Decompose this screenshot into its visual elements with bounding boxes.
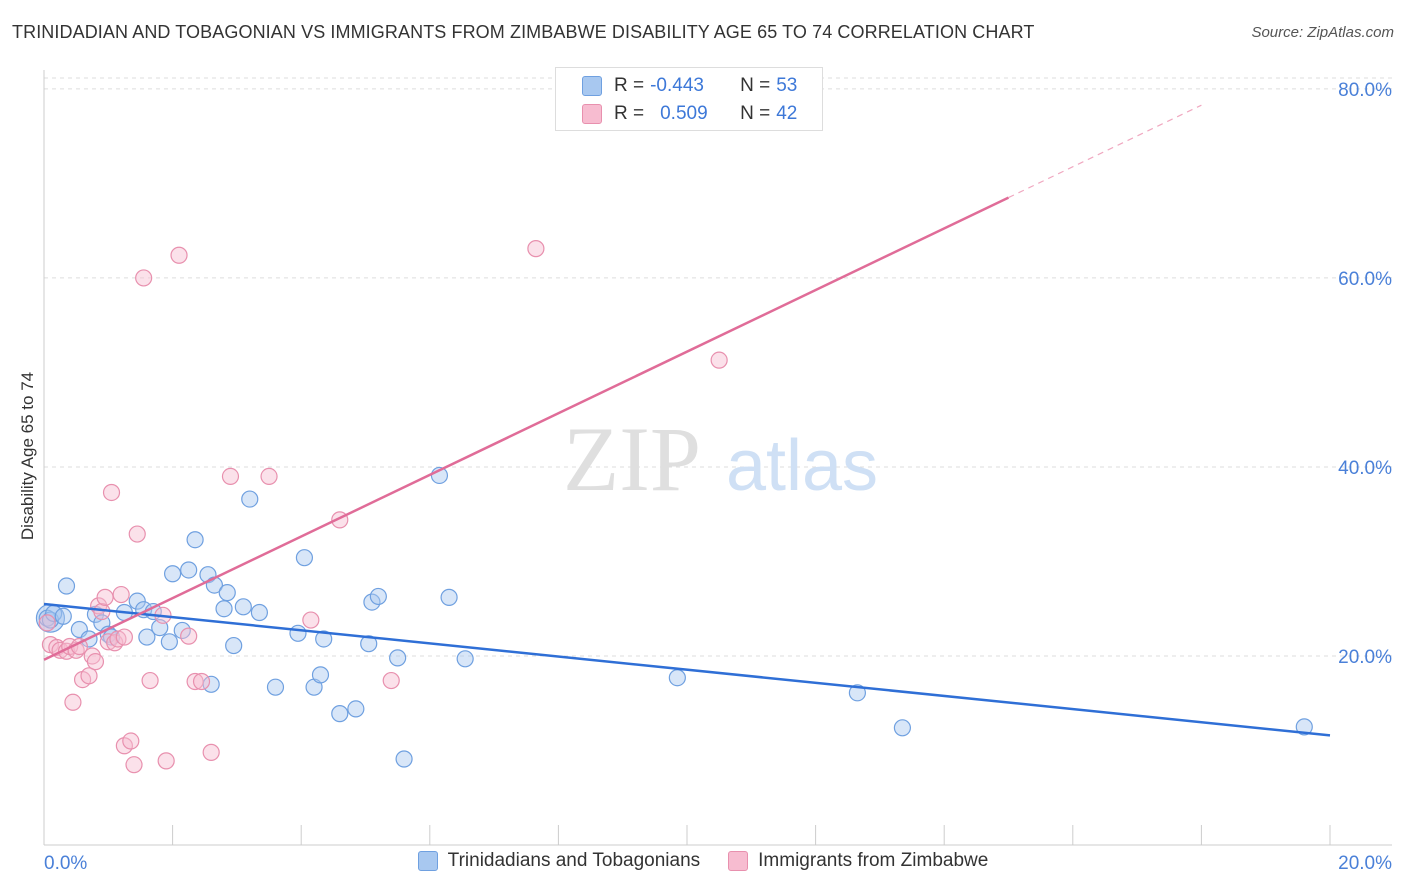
data-point: [202, 743, 220, 761]
data-point: [389, 649, 407, 667]
data-points: [35, 240, 1313, 774]
data-point: [128, 592, 146, 610]
data-point: [369, 587, 387, 606]
data-point: [221, 467, 240, 486]
data-point: [710, 351, 728, 369]
data-point: [186, 672, 204, 691]
data-point: [138, 628, 156, 646]
r-value: 0.509: [660, 103, 708, 124]
data-point: [186, 531, 204, 549]
legend-swatch-trinidadian: [417, 851, 438, 871]
data-point: [250, 603, 269, 622]
data-point: [360, 635, 378, 653]
stats-legend: R = -0.443 N = 53 R = 0.509 N = 42: [555, 67, 823, 131]
trendline-zimbabwe: [43, 196, 1010, 661]
legend-swatch-zimbabwe: [728, 851, 749, 871]
data-point: [122, 732, 140, 750]
legend-item-zimbabwe[interactable]: Immigrants from Zimbabwe: [728, 850, 988, 872]
n-label: N =: [740, 75, 771, 96]
data-point: [241, 490, 259, 508]
data-point: [331, 705, 349, 723]
data-point: [128, 525, 146, 543]
data-point: [170, 246, 188, 264]
data-point: [848, 684, 866, 702]
legend-item-trinidadian[interactable]: Trinidadians and Tobagonians: [417, 850, 701, 872]
data-point: [180, 561, 198, 579]
data-point: [260, 467, 278, 486]
data-point: [395, 750, 413, 768]
data-point: [311, 666, 330, 684]
data-point: [225, 636, 243, 655]
data-point: [86, 653, 105, 671]
legend-label-trinidadian: Trinidadians and Tobagonians: [447, 850, 701, 871]
r-value: -0.443: [650, 75, 704, 96]
watermark-atlas: atlas: [726, 426, 878, 506]
trend-lines: [43, 104, 1331, 737]
data-point: [115, 628, 133, 646]
data-point: [1295, 718, 1313, 736]
legend-label-zimbabwe: Immigrants from Zimbabwe: [758, 850, 989, 871]
data-point: [102, 483, 121, 502]
y-tick-label: 20.0%: [1338, 647, 1392, 668]
stats-swatch-zimbabwe: [582, 104, 602, 124]
axes: [43, 70, 1392, 846]
trendline-trinidadian: [43, 602, 1331, 737]
y-tick-label: 60.0%: [1338, 269, 1392, 290]
data-point: [96, 588, 114, 606]
data-point: [80, 667, 98, 685]
stats-row-trinidadian: R = -0.443 N = 53: [582, 73, 797, 99]
series-trinidadian: [35, 466, 1313, 768]
data-point: [527, 240, 545, 258]
trendline-zimbabwe-extension: [1008, 104, 1202, 199]
chart-title: TRINIDADIAN AND TOBAGONIAN VS IMMIGRANTS…: [12, 22, 1035, 42]
tick-labels: 20.0% 40.0% 60.0% 80.0% 0.0% 20.0%: [44, 80, 1392, 874]
data-point: [440, 588, 458, 606]
data-point: [54, 607, 72, 625]
data-point: [125, 756, 143, 774]
data-point: [289, 624, 307, 642]
r-label: R =: [614, 75, 645, 96]
data-point: [112, 585, 130, 604]
y-axis-label: Disability Age 65 to 74: [18, 372, 37, 540]
data-point: [160, 633, 178, 651]
watermark-zip: ZIP: [563, 408, 701, 510]
stats-row-zimbabwe: R = 0.509 N = 42: [582, 101, 797, 127]
data-point: [57, 577, 76, 595]
data-point: [215, 600, 233, 618]
x-tick-label-min: 0.0%: [44, 853, 87, 874]
n-value: 42: [776, 103, 798, 124]
data-point: [234, 598, 252, 616]
y-tick-label: 40.0%: [1338, 458, 1392, 479]
data-point: [266, 678, 285, 696]
data-point: [157, 752, 175, 770]
data-point: [99, 633, 117, 651]
data-point: [64, 693, 82, 711]
data-point: [218, 584, 236, 602]
n-label: N =: [740, 103, 771, 124]
data-point: [141, 671, 159, 690]
chart-source: Source: ZipAtlas.com: [1251, 24, 1394, 41]
data-point: [109, 630, 127, 648]
data-point: [347, 700, 365, 718]
watermark: ZIP atlas: [563, 408, 878, 510]
data-point: [192, 672, 211, 691]
data-point: [302, 611, 320, 629]
data-point: [180, 627, 198, 645]
data-point: [668, 669, 686, 687]
data-point: [38, 614, 56, 632]
data-point: [893, 719, 912, 737]
data-point: [135, 269, 153, 287]
r-label: R =: [614, 103, 645, 124]
data-point: [164, 565, 182, 583]
n-value: 53: [776, 75, 798, 96]
data-point: [382, 671, 400, 690]
y-tick-label: 80.0%: [1338, 80, 1392, 101]
x-tick-label-max: 20.0%: [1338, 853, 1392, 874]
data-point: [295, 549, 314, 567]
stats-swatch-trinidadian: [582, 76, 602, 96]
bottom-legend: Trinidadians and Tobagonians Immigrants …: [0, 850, 1406, 872]
data-point: [315, 630, 333, 648]
data-point: [456, 650, 474, 668]
